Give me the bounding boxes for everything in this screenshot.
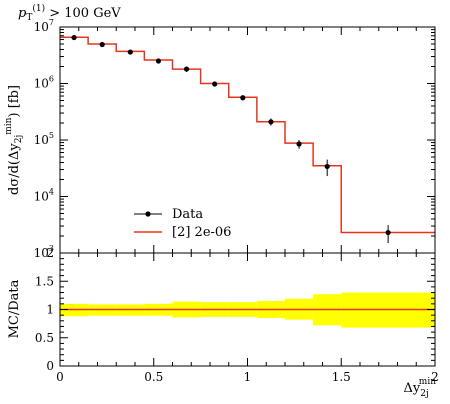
ratio-y-tick-label: 0 <box>46 359 54 373</box>
x-label-sub: 2j <box>420 389 429 399</box>
data-point <box>385 229 391 236</box>
title-rest: > 100 GeV <box>45 6 121 21</box>
data-point <box>212 81 218 87</box>
main-y-tick-label: 104 <box>34 188 54 204</box>
data-point <box>127 49 133 55</box>
x-axis-label: Δy2j min <box>404 377 437 399</box>
ratio-y-axis-label: MC/Data <box>7 279 22 338</box>
y-label-rest: ) [fb] <box>7 85 22 117</box>
data-point <box>268 119 274 125</box>
main-y-tick-label: 105 <box>34 131 54 147</box>
main-y-tick-label: 103 <box>34 244 54 260</box>
y-label-sup: min <box>4 117 14 134</box>
y-label-sub: 2j <box>14 135 24 144</box>
data-point <box>71 34 77 41</box>
data-point <box>324 163 330 170</box>
ratio-y-tick-label: 1 <box>46 303 54 317</box>
data-point <box>240 95 246 101</box>
legend-data-marker <box>145 211 151 217</box>
main-y-tick-label: 106 <box>34 75 54 91</box>
data-point <box>183 66 190 72</box>
data-point <box>99 41 105 48</box>
mc-step-line <box>60 36 435 234</box>
x-tick-label: 1.5 <box>332 370 351 384</box>
title-sub: T <box>26 13 32 23</box>
legend-data-label: Data <box>172 207 203 222</box>
x-label-main: Δy <box>404 381 421 396</box>
legend: Data [2] 2e-06 <box>134 207 231 240</box>
ratio-plot-panel: 0 0.5 1 1.5 2 0 0.5 1 1.5 2 MC/Data Δy2j min <box>7 246 439 399</box>
data-point <box>296 141 302 147</box>
x-label-sup: min <box>419 377 436 387</box>
title-sup: (1) <box>32 3 45 14</box>
main-plot-frame <box>59 26 436 254</box>
ratio-y-tick-label: 1.5 <box>35 274 54 288</box>
x-tick-label: 2 <box>431 370 439 384</box>
y-label-main: dσ/d(Δy <box>7 143 22 195</box>
ratio-y-tick-label: 0.5 <box>35 331 54 345</box>
main-y-axis-label: dσ/d(Δy2jmin) [fb] <box>4 85 24 195</box>
data-point <box>155 58 162 64</box>
x-tick-label: 1 <box>244 370 252 384</box>
legend-mc-label: [2] 2e-06 <box>172 225 231 240</box>
x-tick-label: 0 <box>56 370 64 384</box>
plot-title: pT(1) > 100 GeV <box>18 3 121 23</box>
title-p: p <box>18 6 27 21</box>
x-tick-label: 0.5 <box>144 370 163 384</box>
main-plot-panel: 103 104 105 106 107 Data [2] 2e-06 dσ/d(Δy2j… <box>4 18 436 260</box>
main-y-tick-label: 107 <box>34 18 54 34</box>
ratio-y-tick-label: 2 <box>46 246 54 260</box>
